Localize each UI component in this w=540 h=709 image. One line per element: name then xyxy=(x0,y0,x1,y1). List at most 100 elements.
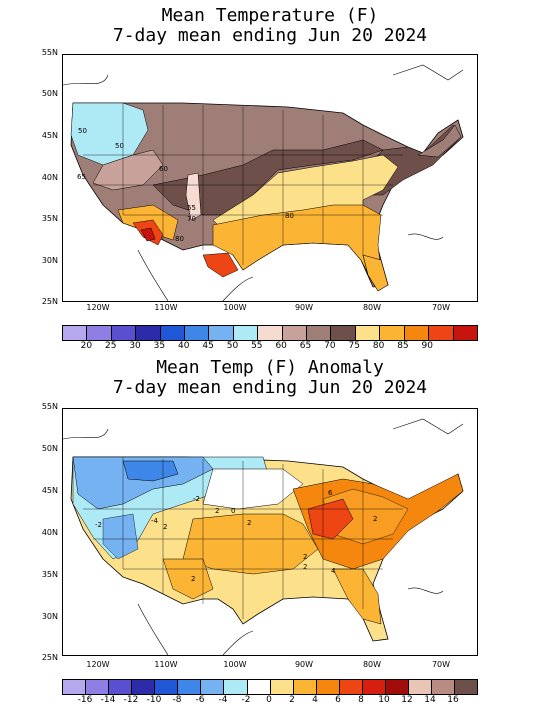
bottom-contour-label: 2 xyxy=(373,515,377,523)
top-lon-label: 120W xyxy=(86,303,110,312)
bottom-colorbar-swatch xyxy=(86,680,110,694)
bottom-colorbar-label: -4 xyxy=(218,695,228,705)
top-lat-label: 40N xyxy=(41,173,58,182)
bottom-colorbar-label: -6 xyxy=(195,695,205,705)
bottom-contour-label: 2 xyxy=(247,519,251,527)
top-colorbar-swatch xyxy=(185,326,210,340)
top-colorbar-label: 25 xyxy=(104,341,117,351)
bottom-lon-label: 70W xyxy=(431,660,451,669)
top-colorbar-swatch xyxy=(63,326,88,340)
bottom-colorbar-swatch xyxy=(316,680,340,694)
bottom-colorbar-swatch xyxy=(432,680,456,694)
top-contour-label: 70 xyxy=(187,215,196,223)
bottom-colorbar-swatch xyxy=(408,680,432,694)
bottom-anomaly-map: -2 -2 -4 2 2 0 2 2 6 2 4 2 2 xyxy=(63,418,464,655)
bottom-map: -2 -2 -4 2 2 0 2 2 6 2 4 2 2 xyxy=(62,408,478,656)
bottom-colorbar-swatch xyxy=(63,680,87,694)
top-colorbar-swatch xyxy=(136,326,161,340)
bottom-colorbar-label: 8 xyxy=(358,695,364,705)
bottom-lat-label: 55N xyxy=(41,402,58,411)
bottom-contour-label: 2 xyxy=(163,523,167,531)
top-colorbar-swatch xyxy=(282,326,308,340)
bottom-lon-label: 90W xyxy=(294,660,314,669)
top-colorbar-swatch xyxy=(87,326,112,340)
top-colorbar-label: 60 xyxy=(275,341,287,351)
top-colorbar-label: 45 xyxy=(202,341,214,351)
top-colorbar-label: 20 xyxy=(80,341,93,351)
top-colorbar-label: 35 xyxy=(153,341,166,351)
bottom-contour-label: 4 xyxy=(331,567,336,575)
bottom-colorbar-label: 16 xyxy=(447,695,459,705)
top-lat-label: 30N xyxy=(41,256,58,265)
top-contour-label: 80 xyxy=(175,235,184,243)
bottom-colorbar-swatch xyxy=(270,680,294,694)
top-contour-label: 80 xyxy=(285,212,294,220)
top-contour-label: 50 xyxy=(78,127,87,135)
bottom-colorbar-label: 12 xyxy=(401,695,413,705)
bottom-colorbar-label: -12 xyxy=(123,695,139,705)
bottom-contour-label: 2 xyxy=(303,563,307,571)
bottom-colorbar-swatch xyxy=(132,680,156,694)
top-colorbar-label: 90 xyxy=(421,341,433,351)
bottom-colorbar-label: 6 xyxy=(335,695,341,705)
bottom-colorbar-swatch xyxy=(339,680,363,694)
top-lat-label: 55N xyxy=(41,48,58,57)
bottom-title-line1: Mean Temp (F) Anomaly xyxy=(156,357,384,378)
top-colorbar-label: 50 xyxy=(226,341,239,351)
top-colorbar-swatch xyxy=(355,326,381,340)
top-colorbar-label: 70 xyxy=(324,341,336,351)
bottom-lat-label: 50N xyxy=(41,444,58,453)
top-northeast-mild xyxy=(417,124,462,158)
top-colorbar-label: 55 xyxy=(251,341,263,351)
top-colorbar-swatch xyxy=(404,326,430,340)
top-colorbar-swatch xyxy=(331,326,356,340)
top-colorbar-swatch xyxy=(160,326,186,340)
top-texas-hot xyxy=(202,252,239,278)
top-colorbar-label: 80 xyxy=(372,341,385,351)
bottom-contour-label: 2 xyxy=(191,575,195,583)
top-colorbar-label: 65 xyxy=(299,341,312,351)
top-contour-label: 50 xyxy=(115,142,124,150)
top-colorbar-swatch xyxy=(380,326,405,340)
bottom-colorbar-label: 0 xyxy=(266,695,272,705)
top-colorbar-swatch xyxy=(453,326,477,340)
bottom-nw-cold xyxy=(72,456,214,510)
top-lat-label: 45N xyxy=(41,131,58,140)
top-florida xyxy=(362,254,389,292)
bottom-colorbar-swatch xyxy=(155,680,179,694)
bottom-colorbar-swatch xyxy=(178,680,202,694)
bottom-lat-label: 30N xyxy=(41,612,58,621)
top-title-line1: Mean Temperature (F) xyxy=(161,5,379,26)
bottom-contour-label: 0 xyxy=(231,507,235,515)
top-colorbar-label: 40 xyxy=(178,341,190,351)
top-colorbar-swatch xyxy=(209,326,234,340)
bottom-colorbar-label: 4 xyxy=(312,695,318,705)
bottom-colorbar-label: -2 xyxy=(241,695,251,705)
bottom-colorbar-label: -14 xyxy=(100,695,116,705)
top-temperature-map: 50 50 60 65 55 70 80 80 xyxy=(63,64,464,301)
top-lat-label: 25N xyxy=(41,297,58,306)
bottom-colorbar-swatch xyxy=(385,680,409,694)
bottom-lat-label: 45N xyxy=(41,486,58,495)
bottom-lon-label: 80W xyxy=(362,660,382,669)
bottom-colorbar-label: -10 xyxy=(146,695,162,705)
top-colorbar xyxy=(62,325,478,341)
bottom-colorbar-label: 10 xyxy=(378,695,390,705)
bottom-contour-label: 6 xyxy=(328,489,333,497)
bottom-lat-label: 35N xyxy=(41,570,58,579)
bottom-colorbar-swatch xyxy=(247,680,271,694)
top-colorbar-swatch xyxy=(307,326,332,340)
bottom-colorbar xyxy=(62,679,478,695)
bottom-lon-label: 120W xyxy=(86,660,110,669)
bottom-colorbar-label: 14 xyxy=(424,695,436,705)
top-map: 50 50 60 65 55 70 80 80 xyxy=(62,54,478,302)
bottom-contour-label: -4 xyxy=(151,517,159,525)
bottom-colorbar-label: -8 xyxy=(172,695,182,705)
bottom-colorbar-label: 2 xyxy=(289,695,295,705)
top-colorbar-swatch xyxy=(233,326,259,340)
top-colorbar-swatch xyxy=(429,326,454,340)
bottom-coastlines xyxy=(63,418,464,655)
bottom-contour-label: 2 xyxy=(215,507,219,515)
top-lon-label: 80W xyxy=(362,303,382,312)
top-colorbar-swatch xyxy=(111,326,137,340)
